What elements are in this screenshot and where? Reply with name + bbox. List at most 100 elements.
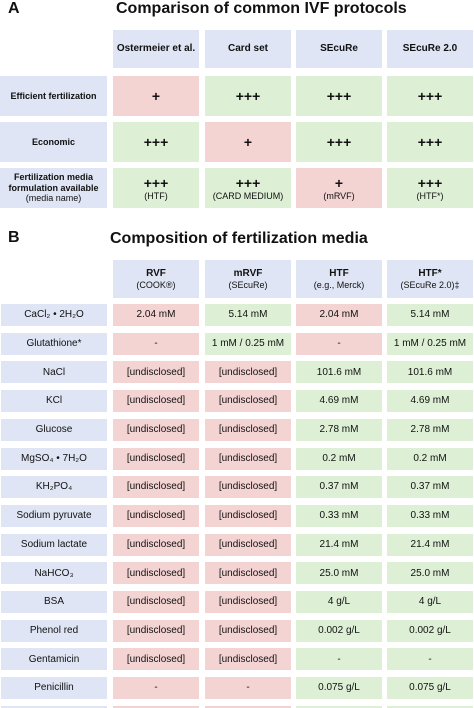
cell: [undisclosed] — [113, 390, 199, 413]
cell: - — [387, 648, 473, 671]
column-header: RVF (COOK®) — [113, 260, 199, 298]
cell: - — [296, 332, 382, 355]
cell: 4 g/L — [387, 591, 473, 613]
panel-label: B — [8, 229, 20, 246]
cell: 5.14 mM — [205, 304, 291, 326]
cell: 2.04 mM — [113, 304, 199, 326]
cell: [undisclosed] — [113, 504, 199, 527]
cell: [undisclosed] — [205, 504, 291, 527]
cell: 5.14 mM — [387, 304, 473, 326]
cell: [undisclosed] — [205, 476, 291, 499]
cell: [undisclosed] — [113, 648, 199, 671]
cell: [undisclosed] — [113, 476, 199, 499]
panel-title: Composition of fertilization media — [110, 230, 368, 247]
cell: 25.0 mM — [296, 562, 382, 585]
cell: 2.04 mM — [296, 304, 382, 326]
row-label: Sodium lactate — [1, 533, 107, 556]
cell: 21.4 mM — [296, 533, 382, 556]
cell: +++ — [296, 76, 382, 116]
rating: + — [151, 87, 161, 104]
cell: - — [296, 648, 382, 671]
cell: [undisclosed] — [113, 562, 199, 585]
cell: [undisclosed] — [113, 591, 199, 613]
cell: [undisclosed] — [113, 619, 199, 642]
cell: 0.33 mM — [387, 504, 473, 527]
panel-label: A — [8, 0, 20, 17]
cell: 0.002 g/L — [296, 619, 382, 642]
row-label: Fertilization media formulation availabl… — [0, 168, 107, 208]
row-label: NaCl — [1, 361, 107, 384]
column-note: (SEcuRe 2.0)‡ — [400, 279, 460, 290]
cell: 2.78 mM — [296, 418, 382, 441]
cell: - — [113, 677, 199, 700]
rating: +++ — [326, 87, 352, 104]
cell: [undisclosed] — [113, 447, 199, 470]
cell: +++ (HTF*) — [387, 168, 473, 208]
column-header: Card set — [205, 30, 291, 68]
row-label: Glucose — [1, 418, 107, 441]
cell: 0.37 mM — [387, 476, 473, 499]
cell: 1 mM / 0.25 mM — [205, 332, 291, 355]
column-header: Ostermeier et al. — [113, 30, 199, 68]
panel-title: Comparison of common IVF protocols — [116, 0, 407, 17]
rating: +++ — [417, 87, 443, 104]
media-name: (mRVF) — [323, 190, 355, 201]
column-header: SEcuRe — [296, 30, 382, 68]
row-label: BSA — [1, 591, 107, 613]
row-label: Penicillin — [1, 677, 107, 700]
cell: - — [113, 705, 199, 708]
cell: + — [205, 122, 291, 162]
column-name: HTF* — [418, 268, 442, 280]
column-note: (SEcuRe) — [228, 279, 268, 290]
cell: 4.69 mM — [387, 390, 473, 413]
column-header: SEcuRe 2.0 — [387, 30, 473, 68]
row-label-text: Economic — [31, 136, 75, 147]
rating: +++ — [326, 133, 352, 150]
row-label: KH₂PO₄ — [1, 476, 107, 499]
row-label: Gentamicin — [1, 648, 107, 671]
media-name: (HTF*) — [416, 190, 444, 201]
rating: +++ — [143, 133, 169, 150]
column-header: mRVF (SEcuRe) — [205, 260, 291, 298]
cell: - — [113, 332, 199, 355]
cell: [undisclosed] — [205, 418, 291, 441]
cell: + (mRVF) — [296, 168, 382, 208]
row-label: Streptomycin — [1, 705, 107, 708]
cell: - — [205, 677, 291, 700]
row-label: NaHCO₃ — [1, 562, 107, 585]
row-label-text: Fertilization media formulation availabl… — [8, 172, 99, 193]
rating: +++ — [143, 174, 169, 191]
row-label: CaCl₂ • 2H₂O — [1, 304, 107, 326]
rating: +++ — [417, 133, 443, 150]
column-note: (e.g., Merck) — [313, 279, 365, 290]
cell: 0.33 mM — [296, 504, 382, 527]
cell: [undisclosed] — [205, 533, 291, 556]
cell: + — [113, 76, 199, 116]
row-label: Economic — [0, 122, 107, 162]
column-note: (COOK®) — [136, 279, 176, 290]
row-label: KCl — [1, 390, 107, 413]
cell: [undisclosed] — [113, 533, 199, 556]
cell: - — [205, 705, 291, 708]
cell: [undisclosed] — [113, 361, 199, 384]
cell: [undisclosed] — [205, 562, 291, 585]
column-name: HTF — [329, 268, 349, 280]
rating: +++ — [417, 174, 443, 191]
rating: +++ — [235, 174, 261, 191]
row-label-text: Efficient fertilization — [10, 90, 97, 101]
cell: [undisclosed] — [205, 390, 291, 413]
cell: 25.0 mM — [387, 562, 473, 585]
cell: 0.2 mM — [387, 447, 473, 470]
media-name: (HTF) — [144, 190, 168, 201]
cell: +++ — [205, 76, 291, 116]
cell: 4 g/L — [296, 591, 382, 613]
cell: 1 mM / 0.25 mM — [387, 332, 473, 355]
cell: +++ (HTF) — [113, 168, 199, 208]
column-name: RVF — [146, 268, 166, 280]
row-label: Glutathione* — [1, 332, 107, 355]
column-header: HTF (e.g., Merck) — [296, 260, 382, 298]
rating: +++ — [235, 87, 261, 104]
rating: + — [334, 174, 344, 191]
rating: + — [243, 133, 253, 150]
